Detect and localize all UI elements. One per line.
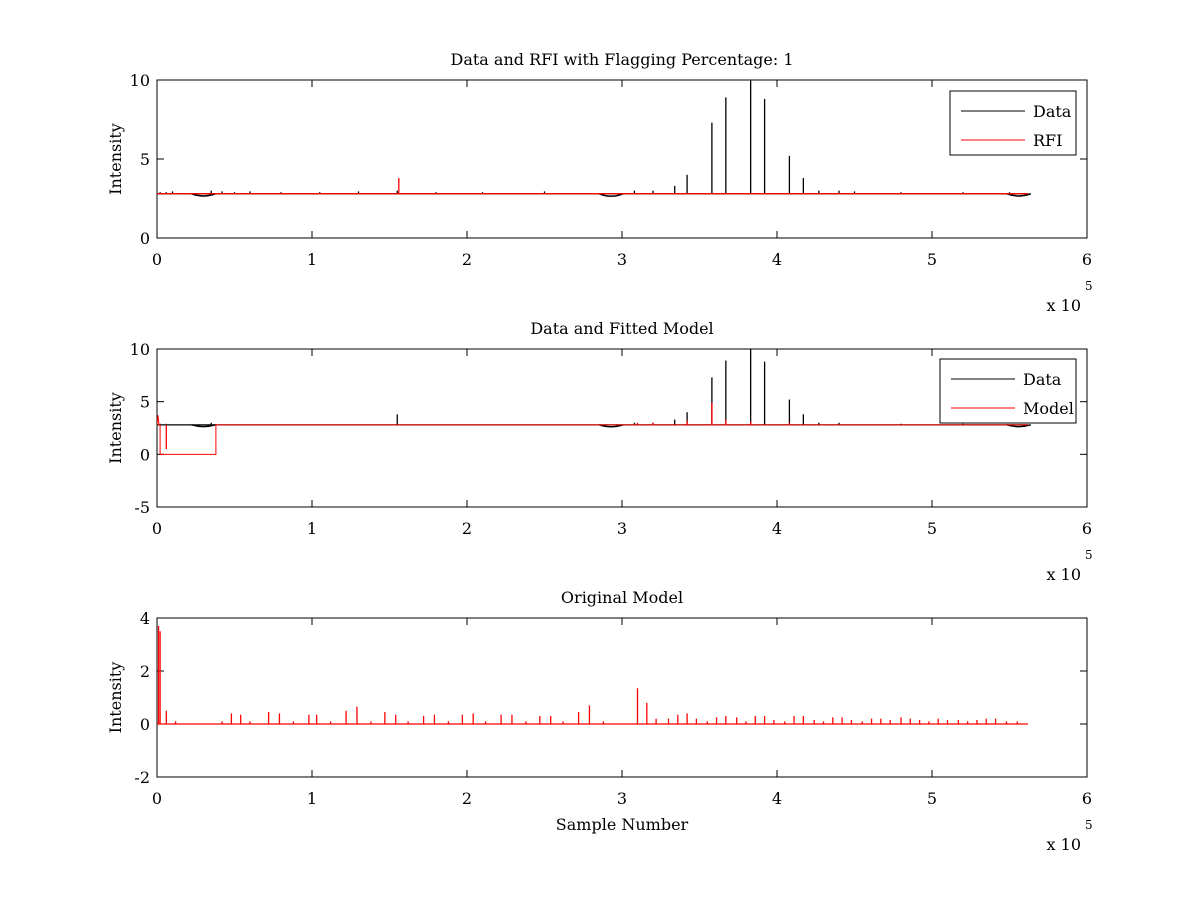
x-tick-label: 4 [772, 789, 782, 808]
plot-area [157, 625, 1029, 725]
x-tick-label: 3 [617, 519, 627, 538]
data-dip [598, 424, 624, 428]
x-tick-label: 4 [772, 250, 782, 269]
data-dip [1006, 424, 1032, 428]
y-tick-label: 0 [140, 715, 150, 734]
legend-box [949, 90, 1077, 156]
plot-area [157, 80, 1032, 197]
y-tick-label: 5 [140, 393, 150, 412]
y-tick-label: 5 [140, 150, 150, 169]
x-tick-label: 5 [927, 250, 937, 269]
y-tick-label: -5 [134, 498, 150, 517]
series-line [157, 415, 1029, 455]
series-model [157, 402, 1029, 455]
x-tick-label: 2 [462, 250, 472, 269]
x-multiplier-power: 5 [1085, 548, 1093, 562]
chart-title: Data and Fitted Model [530, 319, 713, 338]
y-tick-label: 2 [140, 662, 150, 681]
x-tick-label: 3 [617, 250, 627, 269]
y-tick-label: -2 [134, 768, 150, 787]
axes-box [156, 617, 1088, 778]
subplot-1: Data and RFI with Flagging Percentage: 1… [106, 50, 1093, 315]
y-tick-label: 0 [140, 229, 150, 248]
x-multiplier-base: x 10 [1047, 835, 1081, 854]
x-tick-label: 5 [927, 789, 937, 808]
y-tick-label: 10 [130, 340, 150, 359]
y-axis-label: Intensity [106, 662, 125, 734]
legend-box [939, 358, 1077, 424]
x-tick-label: 1 [307, 519, 317, 538]
series-model [157, 625, 1029, 725]
x-axis-label: Sample Number [556, 815, 689, 834]
legend-entry: Data [1033, 102, 1072, 121]
y-axis-label: Intensity [106, 123, 125, 195]
x-tick-label: 1 [307, 250, 317, 269]
x-tick-label: 0 [152, 250, 162, 269]
x-multiplier-base: x 10 [1047, 296, 1081, 315]
subplot-3: Original Model Intensity Sample Number 0 1 2 3… [106, 588, 1093, 854]
plot-area [157, 349, 1032, 455]
chart-title: Original Model [561, 588, 683, 607]
x-tick-label: 0 [152, 519, 162, 538]
x-tick-label: 4 [772, 519, 782, 538]
chart-title: Data and RFI with Flagging Percentage: 1 [450, 50, 793, 69]
legend: Data Model [939, 358, 1077, 424]
x-tick-label: 2 [462, 519, 472, 538]
x-tick-label: 5 [927, 519, 937, 538]
data-dip [191, 424, 216, 428]
x-tick-label: 6 [1082, 519, 1092, 538]
x-tick-label: 3 [617, 789, 627, 808]
x-tick-label: 6 [1082, 250, 1092, 269]
legend-entry: Model [1023, 399, 1074, 418]
y-axis-label: Intensity [106, 392, 125, 464]
x-tick-label: 6 [1082, 789, 1092, 808]
y-tick-label: 0 [140, 445, 150, 464]
x-multiplier-power: 5 [1085, 279, 1093, 293]
x-tick-label: 2 [462, 789, 472, 808]
data-dip [598, 193, 624, 197]
axes-box [156, 79, 1088, 239]
y-tick-label: 10 [130, 71, 150, 90]
legend-entry: Data [1023, 370, 1062, 389]
x-tick-label: 1 [307, 789, 317, 808]
series-rfi [157, 177, 1029, 195]
x-tick-label: 0 [152, 789, 162, 808]
legend-entry: RFI [1033, 131, 1062, 150]
legend: Data RFI [949, 90, 1077, 156]
axes-box [156, 348, 1088, 508]
y-tick-label: 4 [140, 609, 150, 628]
x-multiplier-base: x 10 [1047, 565, 1081, 584]
x-multiplier-power: 5 [1085, 818, 1093, 832]
